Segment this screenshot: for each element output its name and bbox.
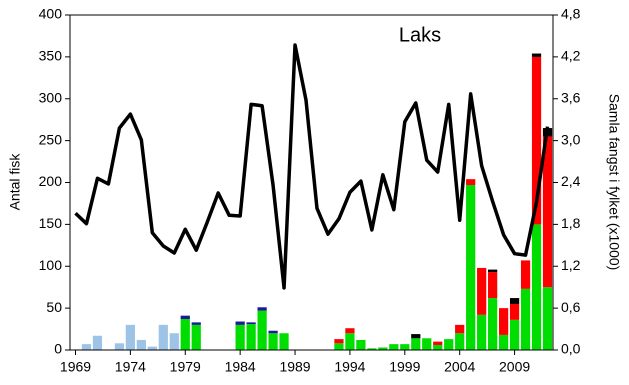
bar-segment bbox=[279, 333, 289, 350]
y-axis-label: Antal fisk bbox=[7, 153, 23, 211]
y2-tick-label: 1,8 bbox=[561, 215, 581, 231]
bar-segment bbox=[520, 288, 531, 350]
y-tick-label: 300 bbox=[39, 89, 63, 105]
bar-segment bbox=[444, 339, 454, 350]
bar-segment bbox=[257, 310, 267, 350]
bar-segment bbox=[509, 303, 520, 320]
y2-tick-label: 4,8 bbox=[561, 6, 581, 22]
bar-segment bbox=[509, 319, 520, 350]
bar-segment bbox=[542, 136, 553, 288]
bar-segment bbox=[378, 347, 388, 350]
bar-segment bbox=[477, 267, 487, 315]
y2-tick-label: 0,6 bbox=[561, 299, 581, 315]
bar-segment bbox=[92, 335, 103, 350]
x-tick-label: 1999 bbox=[389, 359, 420, 375]
bar-segment bbox=[389, 344, 399, 350]
bar-segment bbox=[334, 343, 344, 350]
bar-segment bbox=[509, 298, 520, 304]
bar-segment bbox=[488, 272, 498, 299]
bar-segment bbox=[531, 53, 542, 57]
x-tick-label: 1974 bbox=[115, 359, 146, 375]
bar-segment bbox=[246, 324, 256, 350]
bar-segment bbox=[246, 322, 256, 325]
bar-segment bbox=[334, 339, 344, 344]
bar-segment bbox=[345, 333, 355, 350]
bar-segment bbox=[466, 179, 476, 186]
bar-segment bbox=[345, 328, 355, 334]
bar-segment bbox=[531, 224, 542, 350]
y2-tick-label: 2,4 bbox=[561, 173, 581, 189]
bar-segment bbox=[433, 344, 443, 350]
bar-segment bbox=[422, 338, 432, 350]
bar-segment bbox=[158, 324, 168, 350]
y-tick-label: 250 bbox=[39, 131, 63, 147]
bar-segment bbox=[235, 324, 245, 350]
y2-axis-label: Samla fangst i fylket (x1000) bbox=[606, 94, 622, 271]
bar-segment bbox=[180, 315, 190, 320]
annotation: Laks bbox=[399, 24, 441, 46]
bar-segment bbox=[488, 298, 498, 350]
x-tick-label: 1979 bbox=[170, 359, 201, 375]
bar-segment bbox=[169, 333, 179, 350]
x-tick-label: 1994 bbox=[334, 359, 365, 375]
bar-segment bbox=[466, 185, 476, 350]
bar-segment bbox=[235, 321, 245, 325]
bar-segment bbox=[498, 308, 509, 335]
bar-segment bbox=[531, 56, 542, 225]
bar-segment bbox=[356, 339, 366, 350]
y-tick-label: 50 bbox=[46, 299, 62, 315]
bar-segment bbox=[367, 348, 377, 350]
bar-segment bbox=[455, 324, 465, 334]
x-tick-label: 1984 bbox=[225, 359, 256, 375]
y-tick-label: 0 bbox=[54, 341, 62, 357]
bar-segment bbox=[520, 260, 531, 289]
bar-segment bbox=[542, 287, 553, 350]
bar-segment bbox=[268, 333, 278, 350]
bar-segment bbox=[477, 314, 487, 350]
bar-segment bbox=[268, 330, 278, 334]
bar-segment bbox=[191, 324, 201, 350]
y2-tick-label: 3,6 bbox=[561, 89, 581, 105]
bar-segment bbox=[455, 333, 465, 350]
bar-segment bbox=[488, 269, 498, 273]
bar-segment bbox=[433, 341, 443, 345]
bar-segment bbox=[498, 334, 509, 350]
bar-segment bbox=[81, 344, 92, 350]
y-tick-label: 100 bbox=[39, 257, 63, 273]
y-tick-label: 150 bbox=[39, 215, 63, 231]
y-tick-label: 350 bbox=[39, 48, 63, 64]
bar-segment bbox=[180, 319, 190, 350]
y2-tick-label: 4,2 bbox=[561, 48, 581, 64]
bar-segment bbox=[257, 307, 267, 311]
y-tick-label: 200 bbox=[39, 173, 63, 189]
y2-tick-label: 3,0 bbox=[561, 131, 581, 147]
bar-segment bbox=[125, 324, 135, 350]
bar-segment bbox=[147, 346, 157, 350]
bar-segment bbox=[114, 343, 125, 350]
line bbox=[74, 43, 550, 290]
y2-tick-label: 0,0 bbox=[561, 341, 581, 357]
x-tick-label: 2004 bbox=[444, 359, 475, 375]
y-tick-label: 400 bbox=[39, 6, 63, 22]
bar-segment bbox=[411, 338, 421, 350]
x-tick-label: 1989 bbox=[279, 359, 310, 375]
bar-segment bbox=[400, 344, 410, 350]
plot-frame bbox=[69, 14, 554, 351]
bar-segment bbox=[411, 334, 421, 339]
y2-tick-label: 1,2 bbox=[561, 257, 581, 273]
x-tick-label: 2009 bbox=[499, 359, 530, 375]
bar-segment bbox=[191, 322, 201, 325]
bar-segment bbox=[136, 339, 146, 350]
x-tick-label: 1969 bbox=[60, 359, 91, 375]
